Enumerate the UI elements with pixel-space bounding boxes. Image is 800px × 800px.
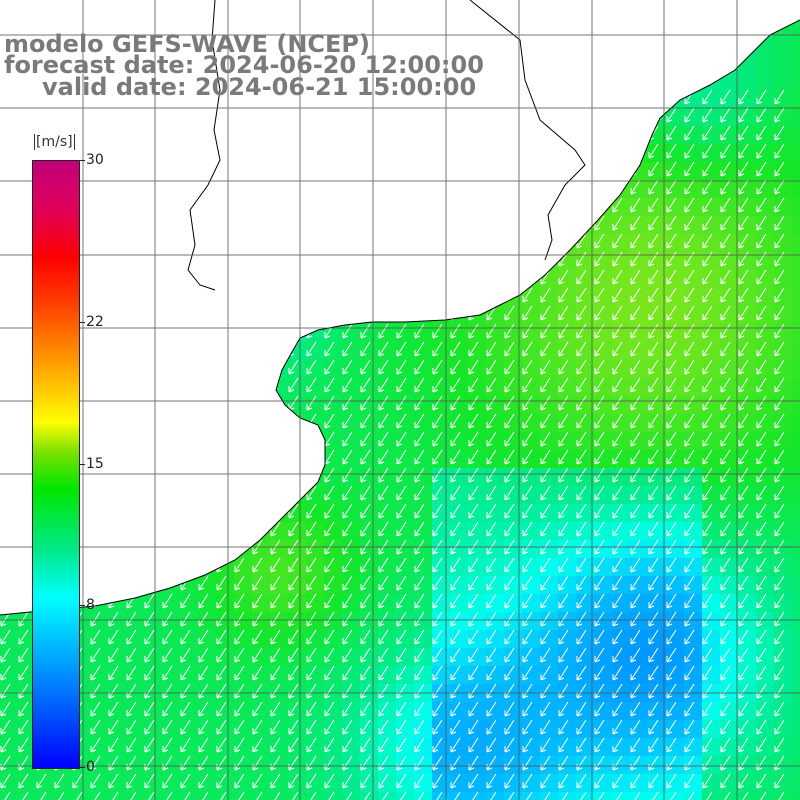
- colorbar-tick-mark: [79, 463, 85, 465]
- coastline: [0, 19, 800, 616]
- colorbar: [32, 160, 80, 769]
- river-border: [469, 0, 586, 261]
- colorbar-tick-mark: [79, 160, 85, 161]
- model-title: modelo GEFS-WAVE (NCEP): [4, 30, 370, 58]
- colorbar-tick-mark: [79, 321, 85, 323]
- colorbar-tick-label: 0: [86, 759, 95, 775]
- valid-date: valid date: 2024-06-21 15:00:00: [42, 73, 477, 101]
- colorbar-tick-label: 8: [86, 597, 95, 614]
- colorbar-tick-mark: [79, 767, 85, 768]
- colorbar-tick-label: 30: [86, 152, 104, 168]
- colorbar-tick-mark: [79, 605, 85, 607]
- forecast-date: forecast date: 2024-06-20 12:00:00: [4, 51, 484, 79]
- colorbar-unit: [m/s]: [34, 134, 75, 150]
- colorbar-tick-label: 22: [86, 313, 104, 330]
- land-mask: [0, 0, 800, 615]
- colorbar-tick-label: 15: [86, 455, 104, 472]
- country-border: [187, 0, 221, 291]
